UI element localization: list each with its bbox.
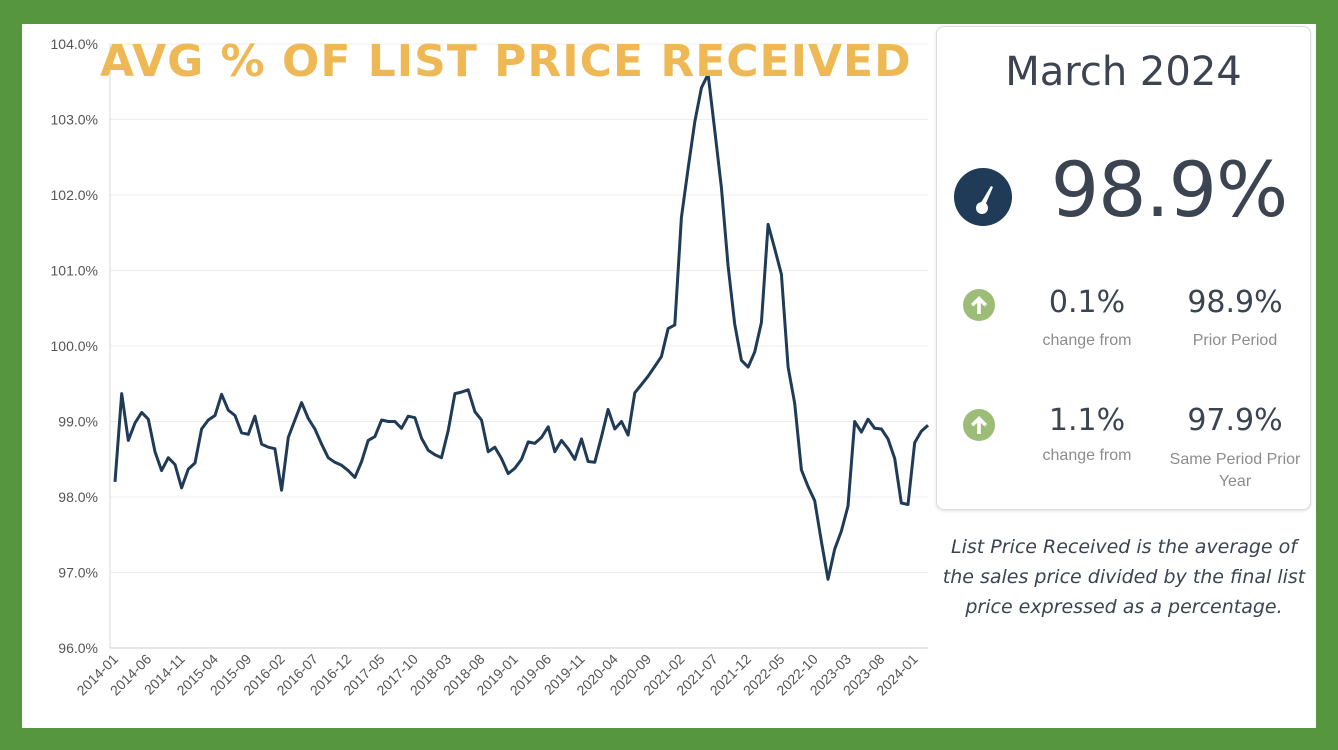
change-label-prior-year: change from — [1042, 447, 1132, 464]
prior-period-value: 98.9% — [1187, 285, 1283, 320]
chart-title: AVG % OF LIST PRICE RECEIVED — [100, 36, 912, 87]
same-period-prior-year-label: Same Period Prior Year — [1169, 451, 1301, 490]
y-tick-label: 99.0% — [58, 414, 98, 430]
series-line — [113, 72, 930, 581]
change-label-prior-period: change from — [1042, 332, 1132, 349]
change-value-prior-year: 1.1% — [1048, 403, 1126, 438]
y-tick-label: 101.0% — [51, 263, 98, 279]
card-period: March 2024 — [1005, 49, 1242, 95]
y-tick-label: 98.0% — [58, 489, 98, 505]
y-tick-label: 102.0% — [51, 187, 98, 203]
prior-period-label: Prior Period — [1192, 332, 1278, 349]
content-panel: 96.0% 97.0% 98.0% 99.0% 100.0% 101.0% 102.0% 10… — [22, 24, 1316, 728]
summary-card: March 2024 98.9% 0.1% change from 98.9% … — [936, 26, 1311, 510]
gauge-icon — [954, 168, 1012, 226]
arrow-up-icon — [963, 409, 995, 441]
same-period-prior-year-value: 97.9% — [1187, 403, 1283, 438]
main-value: 98.9% — [1050, 145, 1288, 234]
y-tick-label: 97.0% — [58, 565, 98, 581]
change-value-prior-period: 0.1% — [1048, 285, 1126, 320]
y-tick-label: 104.0% — [51, 36, 98, 52]
footnote: List Price Received is the average of th… — [942, 536, 1306, 618]
line-chart: 96.0% 97.0% 98.0% 99.0% 100.0% 101.0% 102.0% 10… — [22, 24, 942, 728]
y-tick-label: 103.0% — [51, 112, 98, 128]
chart-svg: 96.0% 97.0% 98.0% 99.0% 100.0% 101.0% 102.0% 10… — [51, 36, 930, 698]
y-tick-label: 96.0% — [58, 640, 98, 656]
arrow-up-icon — [963, 289, 995, 321]
y-tick-label: 100.0% — [51, 338, 98, 354]
